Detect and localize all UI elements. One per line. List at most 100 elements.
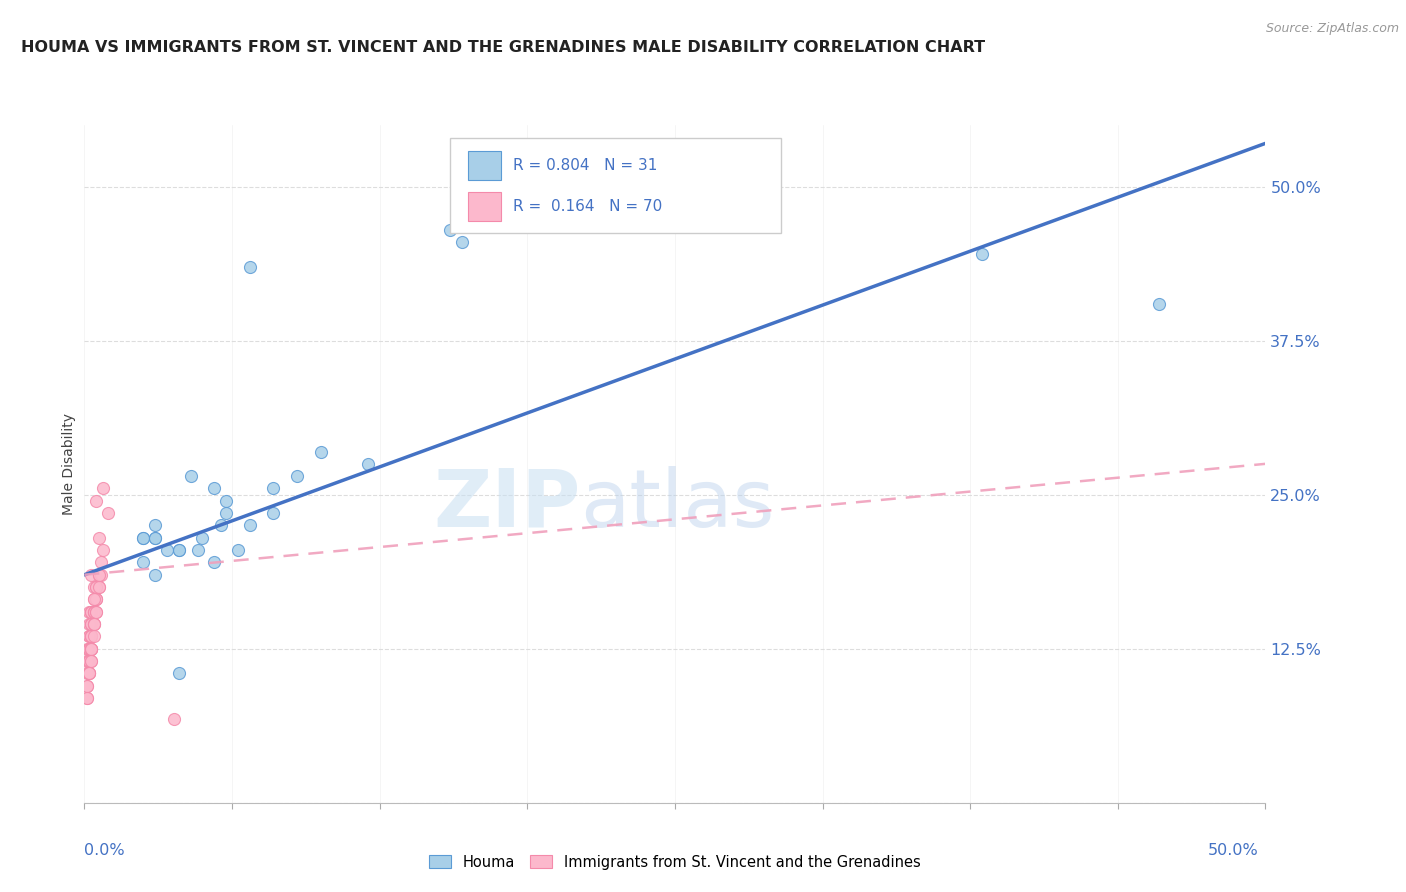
Point <box>90 567 112 582</box>
Point <box>262 506 284 520</box>
Point <box>167 666 190 681</box>
Point <box>84 605 107 619</box>
Point <box>97 506 120 520</box>
Point <box>77 654 100 668</box>
Point <box>83 605 105 619</box>
Point <box>80 617 103 632</box>
Point <box>163 712 186 726</box>
Point <box>77 666 100 681</box>
Point <box>77 654 100 668</box>
Point <box>80 654 103 668</box>
Point <box>215 506 238 520</box>
Point <box>83 617 105 632</box>
Point <box>132 531 155 545</box>
Point <box>76 679 98 693</box>
Point <box>309 444 332 458</box>
Point <box>132 556 155 570</box>
Point <box>80 629 103 643</box>
Point <box>83 629 105 643</box>
Point <box>91 543 114 558</box>
Point <box>132 531 155 545</box>
Point <box>80 654 103 668</box>
Point <box>76 666 98 681</box>
Text: Source: ZipAtlas.com: Source: ZipAtlas.com <box>1265 22 1399 36</box>
Point <box>143 531 166 545</box>
Point <box>91 482 114 496</box>
Point <box>167 543 190 558</box>
Point <box>80 641 103 656</box>
FancyBboxPatch shape <box>450 138 782 234</box>
Text: atlas: atlas <box>581 466 775 543</box>
Point <box>80 605 103 619</box>
Point <box>84 493 107 508</box>
Point <box>77 641 100 656</box>
Point <box>84 592 107 607</box>
Point <box>285 469 308 483</box>
Point <box>80 567 103 582</box>
Point <box>77 617 100 632</box>
Point <box>180 469 202 483</box>
Point <box>77 629 100 643</box>
Point <box>209 518 232 533</box>
Text: ZIP: ZIP <box>433 466 581 543</box>
Point <box>83 605 105 619</box>
Point <box>77 641 100 656</box>
Point <box>77 654 100 668</box>
Point <box>83 580 105 594</box>
Point <box>226 543 249 558</box>
Point <box>87 567 110 582</box>
Point <box>215 493 238 508</box>
Y-axis label: Male Disability: Male Disability <box>62 413 76 515</box>
Point <box>87 580 110 594</box>
Point <box>80 641 103 656</box>
Point <box>77 654 100 668</box>
Point <box>76 654 98 668</box>
Point <box>77 666 100 681</box>
Point <box>76 641 98 656</box>
Point <box>143 531 166 545</box>
Point <box>191 531 214 545</box>
Point <box>87 531 110 545</box>
Point <box>167 543 190 558</box>
Point <box>80 605 103 619</box>
Point <box>77 605 100 619</box>
Point <box>1147 296 1170 310</box>
Point <box>143 567 166 582</box>
Point <box>76 691 98 706</box>
Point <box>80 617 103 632</box>
Point <box>83 592 105 607</box>
Point <box>80 641 103 656</box>
FancyBboxPatch shape <box>468 192 502 221</box>
Point <box>80 629 103 643</box>
Point <box>83 617 105 632</box>
Point <box>143 518 166 533</box>
Point <box>83 617 105 632</box>
Point <box>76 691 98 706</box>
Text: R =  0.164   N = 70: R = 0.164 N = 70 <box>513 199 662 214</box>
Text: R = 0.804   N = 31: R = 0.804 N = 31 <box>513 158 658 173</box>
Point <box>202 482 225 496</box>
Point <box>80 629 103 643</box>
Point <box>262 482 284 496</box>
Text: 0.0%: 0.0% <box>84 843 125 858</box>
Point <box>77 629 100 643</box>
Point <box>87 567 110 582</box>
Point <box>970 247 993 261</box>
Point <box>187 543 209 558</box>
Point <box>84 580 107 594</box>
Point <box>84 592 107 607</box>
Point <box>84 605 107 619</box>
Legend: Houma, Immigrants from St. Vincent and the Grenadines: Houma, Immigrants from St. Vincent and t… <box>423 849 927 876</box>
Text: 50.0%: 50.0% <box>1208 843 1258 858</box>
Point <box>80 641 103 656</box>
Point <box>239 518 262 533</box>
Point <box>439 222 461 236</box>
Point <box>156 543 179 558</box>
Point <box>357 457 380 471</box>
Point <box>451 235 474 249</box>
Point <box>84 580 107 594</box>
Point <box>90 556 112 570</box>
Point <box>77 641 100 656</box>
FancyBboxPatch shape <box>468 151 502 179</box>
Text: HOUMA VS IMMIGRANTS FROM ST. VINCENT AND THE GRENADINES MALE DISABILITY CORRELAT: HOUMA VS IMMIGRANTS FROM ST. VINCENT AND… <box>21 40 986 55</box>
